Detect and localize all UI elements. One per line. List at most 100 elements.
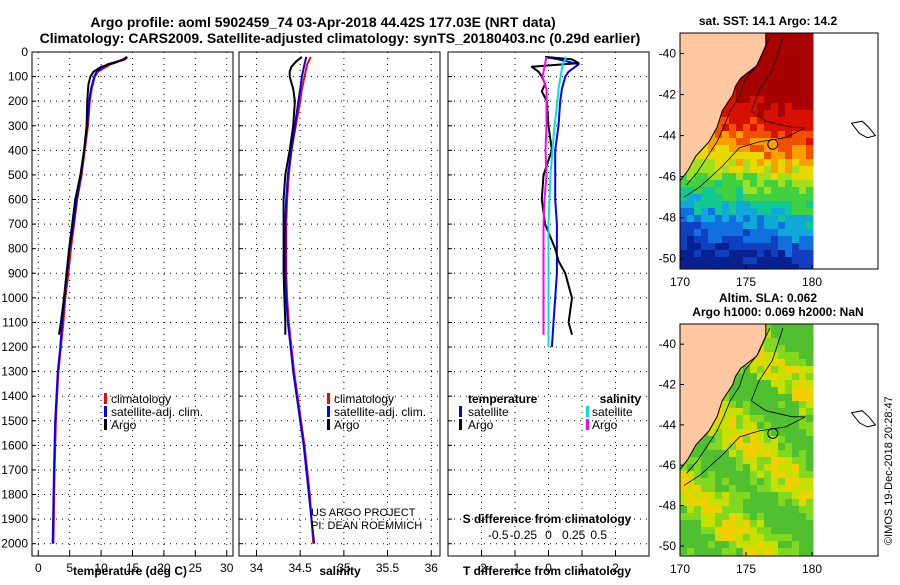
heatmap-cell — [736, 408, 744, 416]
heatmap-cell — [757, 359, 765, 367]
heatmap-cell — [750, 131, 758, 139]
heatmap-cell — [708, 450, 716, 458]
heatmap-cell — [722, 401, 730, 409]
heatmap-cell — [806, 152, 814, 160]
heatmap-cell — [743, 443, 751, 451]
depth-tick-label: 0 — [21, 45, 28, 59]
heatmap-cell — [764, 485, 772, 493]
heatmap-cell — [687, 527, 695, 535]
heatmap-cell — [729, 138, 737, 146]
heatmap-cell — [722, 152, 730, 160]
heatmap-cell — [785, 324, 793, 332]
heatmap-cell — [806, 366, 814, 374]
heatmap-cell — [729, 201, 737, 209]
heatmap-cell — [764, 180, 772, 188]
sst-contour-2000m — [683, 36, 806, 198]
heatmap-cell — [736, 373, 744, 381]
heatmap-cell — [757, 243, 765, 251]
heatmap-cell — [757, 229, 765, 237]
heatmap-cell — [736, 499, 744, 507]
heatmap-cell — [799, 180, 807, 188]
sst-contour-1000m — [686, 36, 771, 186]
heatmap-cell — [722, 548, 730, 556]
heatmap-cell — [792, 180, 800, 188]
heatmap-cell — [715, 159, 723, 167]
heatmap-cell — [680, 506, 688, 514]
heatmap-cell — [799, 506, 807, 514]
heatmap-cell — [729, 520, 737, 528]
heatmap-cell — [785, 243, 793, 251]
heatmap-cell — [736, 166, 744, 174]
heatmap-cell — [736, 250, 744, 258]
heatmap-cell — [799, 229, 807, 237]
heatmap-cell — [771, 534, 779, 542]
heatmap-cell — [750, 208, 758, 216]
heatmap-cell — [764, 159, 772, 167]
heatmap-cell — [792, 187, 800, 195]
heatmap-cell — [771, 457, 779, 465]
heatmap-cell — [722, 208, 730, 216]
heatmap-cell — [771, 173, 779, 181]
depth-tick-label: 700 — [8, 217, 28, 231]
heatmap-cell — [680, 520, 688, 528]
heatmap-cell — [778, 40, 786, 48]
heatmap-cell — [778, 345, 786, 353]
heatmap-cell — [729, 478, 737, 486]
heatmap-cell — [750, 215, 758, 223]
heatmap-cell — [729, 117, 737, 125]
heatmap-cell — [806, 436, 814, 444]
legend-label-s-argo: Argo — [592, 418, 618, 432]
heatmap-cell — [708, 215, 716, 223]
series-line-s-argo — [541, 56, 548, 335]
heatmap-cell — [757, 124, 765, 132]
heatmap-cell — [771, 61, 779, 69]
heatmap-cell — [736, 201, 744, 209]
heatmap-cell — [701, 208, 709, 216]
heatmap-cell — [743, 110, 751, 118]
heatmap-cell — [701, 506, 709, 514]
heatmap-cell — [715, 471, 723, 479]
heatmap-cell — [799, 331, 807, 339]
heatmap-cell — [694, 527, 702, 535]
heatmap-cell — [680, 187, 688, 195]
heatmap-cell — [743, 103, 751, 111]
heatmap-cell — [701, 464, 709, 472]
heatmap-cell — [715, 173, 723, 181]
heatmap-cell — [701, 436, 709, 444]
heatmap-cell — [771, 257, 779, 265]
heatmap-cell — [792, 534, 800, 542]
heatmap-cell — [792, 194, 800, 202]
heatmap-cell — [806, 264, 814, 269]
heatmap-cell — [736, 457, 744, 465]
heatmap-cell — [771, 373, 779, 381]
heatmap-cell — [701, 499, 709, 507]
lat-tick-label: -42 — [659, 378, 677, 392]
heatmap-cell — [799, 422, 807, 430]
s-difference-axis-label: S difference from climatology — [463, 512, 632, 526]
heatmap-cell — [799, 257, 807, 265]
heatmap-cell — [778, 110, 786, 118]
sst-chatham-island — [850, 120, 877, 139]
heatmap-cell — [680, 534, 688, 542]
heatmap-cell — [799, 243, 807, 251]
heatmap-cell — [715, 222, 723, 230]
heatmap-cell — [750, 250, 758, 258]
heatmap-cell — [701, 478, 709, 486]
heatmap-cell — [785, 443, 793, 451]
heatmap-cell — [806, 464, 814, 472]
heatmap-cell — [701, 485, 709, 493]
heatmap-cell — [785, 520, 793, 528]
heatmap-cell — [736, 422, 744, 430]
legend-label-argo: Argo — [111, 418, 137, 432]
heatmap-cell — [715, 180, 723, 188]
heatmap-cell — [799, 478, 807, 486]
heatmap-cell — [743, 401, 751, 409]
heatmap-cell — [708, 145, 716, 153]
heatmap-cell — [764, 166, 772, 174]
heatmap-cell — [764, 89, 772, 97]
heatmap-cell — [680, 485, 688, 493]
heatmap-cell — [764, 408, 772, 416]
heatmap-cell — [736, 436, 744, 444]
heatmap-cell — [785, 257, 793, 265]
heatmap-cell — [701, 201, 709, 209]
